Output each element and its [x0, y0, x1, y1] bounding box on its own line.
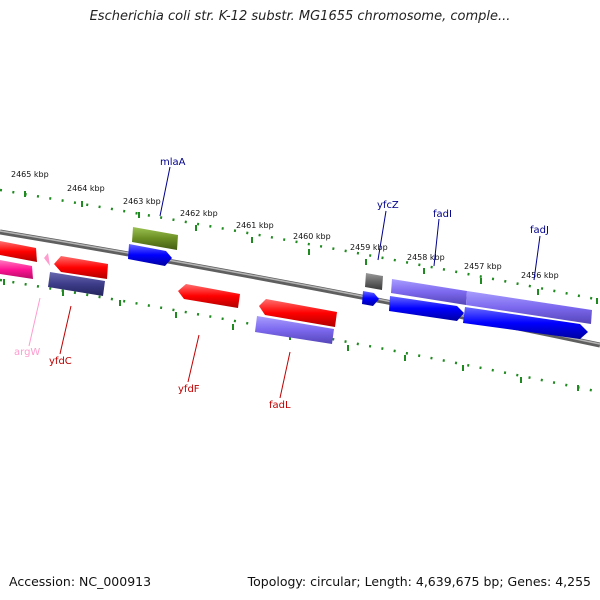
gene-fadI-purple[interactable]	[391, 279, 467, 305]
gene-forward-blue[interactable]	[128, 244, 172, 266]
gene-yfdF[interactable]	[178, 284, 240, 308]
gene-fadJ-purple[interactable]	[466, 291, 592, 324]
label-fadI[interactable]: fadI	[433, 209, 452, 220]
accession-text: Accession: NC_000913	[9, 574, 152, 589]
map-title: Escherichia coli str. K-12 substr. MG165…	[89, 9, 511, 24]
gene-fadI[interactable]	[389, 296, 464, 321]
label-mlaA[interactable]: mlaA	[160, 157, 186, 168]
gene-yfcZ[interactable]	[365, 273, 383, 290]
label-yfdC[interactable]: yfdC	[49, 356, 72, 367]
gene-fadL-red[interactable]	[259, 299, 337, 327]
gene-yfdC-red[interactable]	[54, 256, 108, 279]
label-yfdF[interactable]: yfdF	[178, 384, 200, 395]
gene-argW-marker[interactable]	[44, 253, 50, 266]
scale-label: 2456 kbp	[521, 271, 559, 280]
label-fadJ[interactable]: fadJ	[530, 225, 549, 236]
inner-major-ticks	[3, 279, 579, 391]
reverse-strand-genes	[0, 241, 337, 344]
scale-label: 2461 kbp	[236, 221, 274, 230]
scale-label: 2460 kbp	[293, 232, 331, 241]
scale-label: 2457 kbp	[464, 262, 502, 271]
gene-yfcZ-forward[interactable]	[362, 291, 379, 306]
gene-mlaA[interactable]	[132, 227, 178, 250]
gene-fadL[interactable]	[255, 316, 334, 344]
gene-labels: mlaA yfcZ fadI fadJ argW yfdC yfdF fadL	[14, 157, 549, 411]
scale-label: 2462 kbp	[180, 209, 218, 218]
scale-label: 2465 kbp	[11, 170, 49, 179]
label-fadL[interactable]: fadL	[269, 400, 291, 411]
scale-label: 2463 kbp	[123, 197, 161, 206]
label-argW[interactable]: argW	[14, 347, 40, 358]
label-leaders	[28, 166, 541, 399]
forward-strand-genes	[128, 227, 592, 339]
scale-label: 2458 kbp	[407, 253, 445, 262]
label-yfcZ[interactable]: yfcZ	[377, 200, 399, 211]
scale-label: 2464 kbp	[67, 184, 105, 193]
gene-red-left-edge[interactable]	[0, 241, 37, 262]
gene-fadJ[interactable]	[463, 307, 588, 339]
outer-tick-track	[0, 188, 600, 304]
gene-yfdC[interactable]	[48, 272, 105, 296]
topology-text: Topology: circular; Length: 4,639,675 bp…	[247, 574, 591, 589]
outer-major-ticks	[24, 191, 598, 304]
scale-labels: 2465 kbp 2464 kbp 2463 kbp 2462 kbp 2461…	[11, 170, 559, 280]
scale-label: 2459 kbp	[350, 243, 388, 252]
inner-tick-track	[0, 278, 600, 394]
gene-argW[interactable]	[0, 260, 33, 279]
